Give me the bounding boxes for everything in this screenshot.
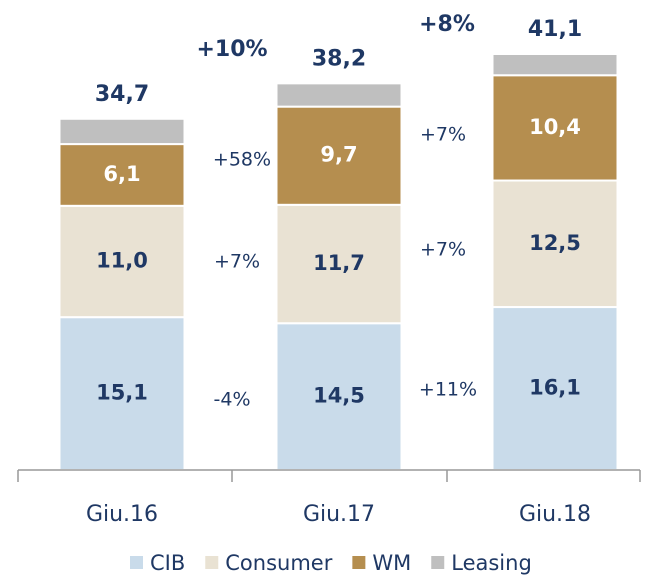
legend-label: Consumer [225,551,332,575]
bar-segment [275,82,403,108]
bar-segment [491,74,619,182]
value-label: 10,4 [529,115,581,139]
value-label: 9,7 [320,143,357,167]
bar-segment [491,53,619,77]
total-growth: +8% [419,12,475,37]
value-label: 12,5 [529,231,581,255]
value-label: 15,1 [96,381,148,405]
segment-growth: +7% [214,251,260,273]
segment-growth: +11% [419,379,477,401]
x-tick-label: Giu.17 [303,502,375,527]
legend-label: CIB [150,551,185,575]
bar-segment [58,204,186,319]
x-tick-label: Giu.16 [86,502,158,527]
value-label: 11,0 [96,248,148,272]
segment-growth: -4% [214,389,251,411]
legend-swatch [130,556,143,569]
legend-swatch [352,556,366,569]
legend-label: WM [372,551,411,575]
legend-swatch [431,556,445,569]
bar-segment [275,203,403,325]
bar-segment [58,117,186,146]
value-label: 6,1 [103,162,140,186]
value-label: 16,1 [529,376,581,400]
legend-swatch [205,556,219,569]
segment-growth: +7% [420,239,466,261]
bar-segment [275,322,403,472]
bar-segment [58,316,186,472]
total-label: 38,2 [312,46,366,71]
segment-growth: +7% [420,124,466,146]
x-tick-label: Giu.18 [519,502,591,527]
value-label: 14,5 [313,384,365,408]
total-label: 41,1 [528,17,582,42]
value-label: 11,7 [313,251,365,275]
segment-growth: +58% [213,149,271,171]
total-label: 34,7 [95,82,149,107]
total-growth: +10% [196,37,267,62]
bar-segment [491,179,619,309]
legend-label: Leasing [451,551,532,575]
bar-segment [275,105,403,206]
